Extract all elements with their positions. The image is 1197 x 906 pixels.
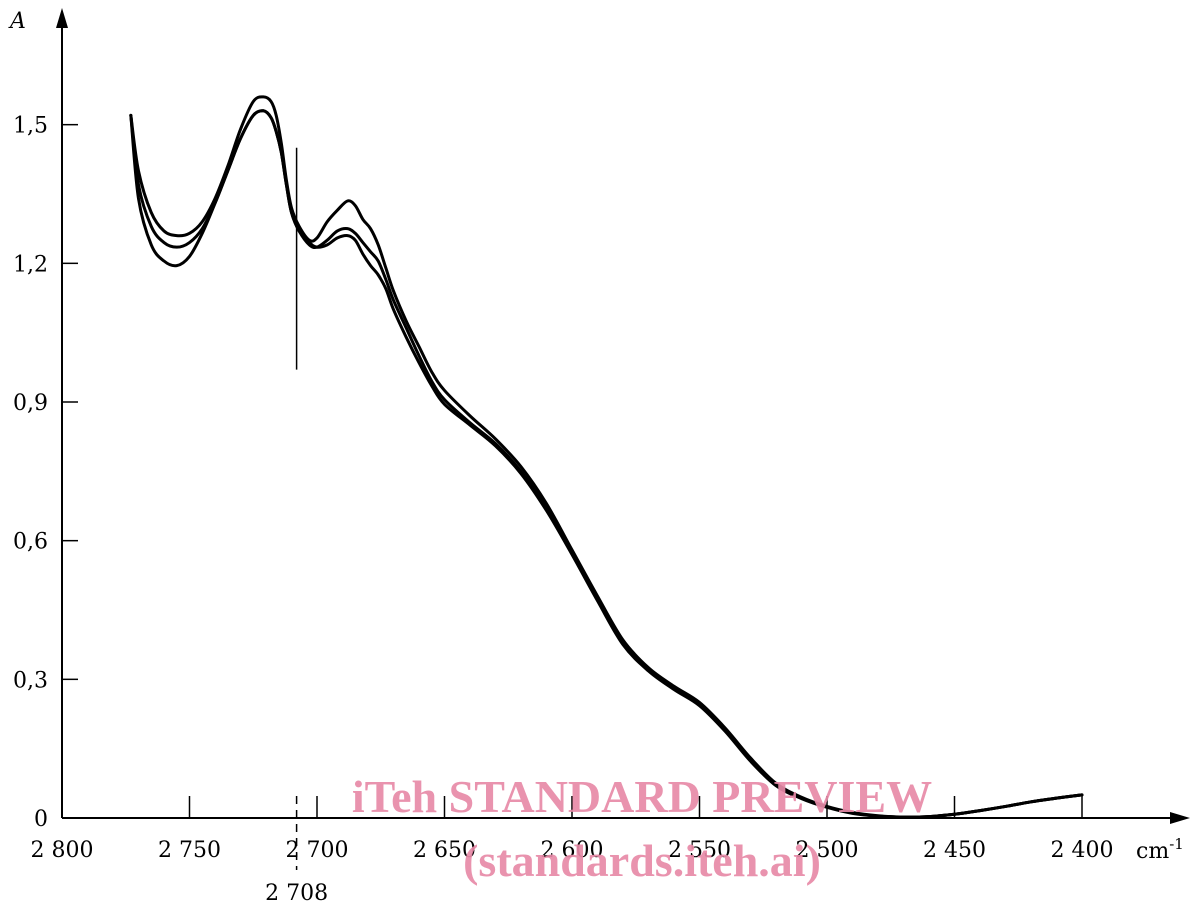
y-tick-label: 0,6	[13, 530, 48, 555]
y-axis-arrow	[56, 8, 68, 28]
y-tick-label: 0	[34, 807, 48, 832]
x-axis-unit: cm	[1136, 839, 1169, 864]
spectrum-curve-3	[129, 109, 1084, 819]
annotations: 2 708	[265, 147, 328, 906]
x-tick-label: 2 700	[286, 838, 349, 863]
x-axis-unit-superscript: -1	[1169, 835, 1184, 853]
x-tick-label: 2 400	[1051, 838, 1114, 863]
spectrum-curves	[129, 95, 1084, 819]
x-axis-arrow	[1170, 812, 1190, 824]
spectrum-curve-2	[129, 109, 1084, 819]
y-tick-label: 0,3	[13, 668, 48, 693]
spectrum-curve-1	[129, 95, 1084, 819]
watermark-line-1: iTeh STANDARD PREVIEW	[352, 771, 932, 822]
x-tick-label: 2 650	[413, 838, 476, 863]
y-axis-label: A	[8, 9, 26, 34]
watermark: iTeh STANDARD PREVIEW (standards.iteh.ai…	[352, 771, 932, 886]
y-ticks: 0 0,3 0,6 0,9 1,2 1,5	[13, 114, 78, 832]
x-ticks: 2 800 2 750 2 700 2 650 2 600 2 550 2 500 2 450…	[31, 796, 1114, 863]
x-tick-label: 2 800	[31, 838, 94, 863]
watermark-line-2: (standards.iteh.ai)	[463, 835, 821, 886]
x-tick-label: 2 750	[158, 838, 221, 863]
y-tick-label: 1,5	[13, 114, 48, 139]
y-tick-label: 0,9	[13, 391, 48, 416]
axes	[56, 8, 1190, 824]
marker-label-2708: 2 708	[265, 881, 328, 906]
x-tick-label: 2 550	[668, 838, 731, 863]
x-tick-label: 2 600	[541, 838, 604, 863]
x-tick-label: 2 450	[923, 838, 986, 863]
y-tick-label: 1,2	[13, 252, 48, 277]
x-tick-label: 2 500	[796, 838, 859, 863]
x-axis-label: cm-1	[1136, 835, 1184, 864]
